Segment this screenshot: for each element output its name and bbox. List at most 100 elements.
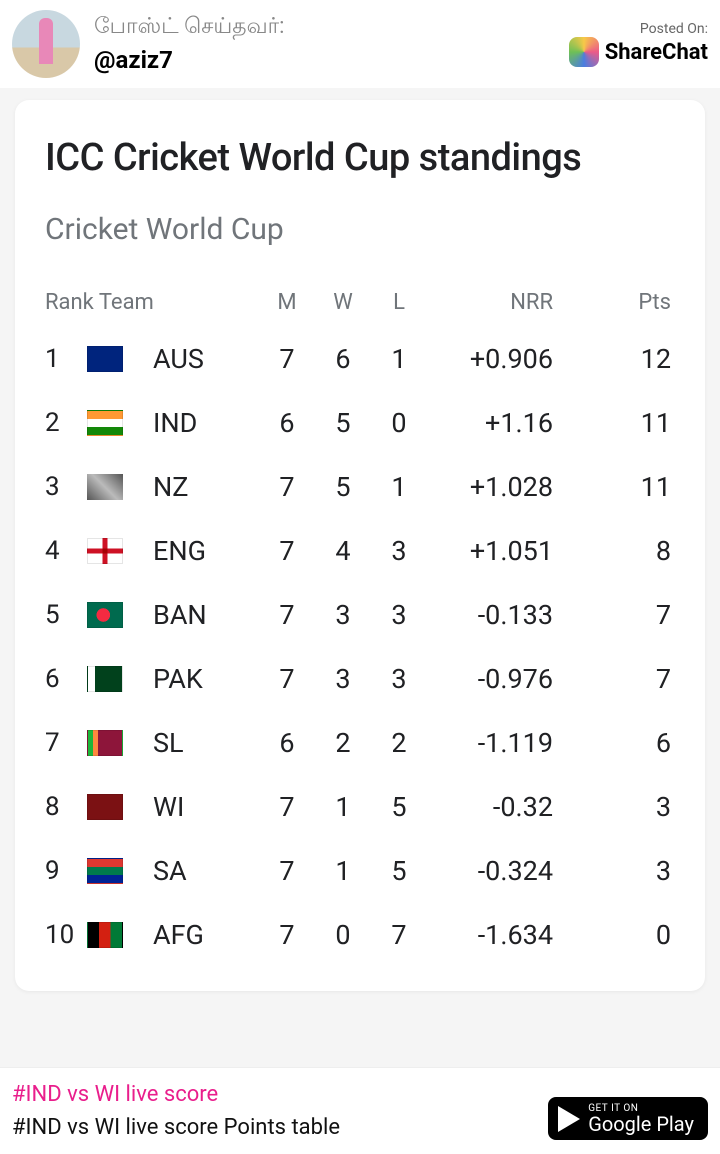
platform-name: ShareChat xyxy=(605,40,708,65)
cell-pts: 12 xyxy=(567,343,675,375)
flag-icon xyxy=(87,666,123,692)
cell-l: 0 xyxy=(371,407,427,439)
cell-l: 1 xyxy=(371,471,427,503)
cell-team: ENG xyxy=(147,535,259,567)
poster-info: போஸ்ட் செய்தவர்: @aziz7 xyxy=(94,14,569,74)
cell-team: NZ xyxy=(147,471,259,503)
cell-m: 7 xyxy=(259,535,315,567)
cell-nrr: -1.634 xyxy=(427,919,567,951)
cell-w: 5 xyxy=(315,471,371,503)
cell-pts: 0 xyxy=(567,919,675,951)
cell-w: 1 xyxy=(315,855,371,887)
cell-flag xyxy=(87,666,147,692)
hashtag-secondary[interactable]: #IND vs WI live score Points table xyxy=(12,1115,548,1140)
table-row[interactable]: 1AUS761+0.90612 xyxy=(45,327,675,391)
standings-card: ICC Cricket World Cup standings Cricket … xyxy=(15,100,705,991)
cell-l: 5 xyxy=(371,855,427,887)
cell-pts: 8 xyxy=(567,535,675,567)
table-row[interactable]: 10AFG707-1.6340 xyxy=(45,903,675,967)
cell-rank: 9 xyxy=(45,856,87,886)
cell-team: SA xyxy=(147,855,259,887)
cell-nrr: +0.906 xyxy=(427,343,567,375)
table-row[interactable]: 2IND650+1.1611 xyxy=(45,391,675,455)
username[interactable]: @aziz7 xyxy=(94,46,569,74)
table-row[interactable]: 9SA715-0.3243 xyxy=(45,839,675,903)
cell-flag xyxy=(87,602,147,628)
flag-icon xyxy=(87,346,123,372)
col-header-rank-team: Rank Team xyxy=(45,290,259,315)
flag-icon xyxy=(87,410,123,436)
cell-team: BAN xyxy=(147,599,259,631)
footer: #IND vs WI live score #IND vs WI live sc… xyxy=(0,1067,720,1154)
cell-pts: 3 xyxy=(567,791,675,823)
col-header-w: W xyxy=(315,290,371,315)
flag-icon xyxy=(87,922,123,948)
cell-pts: 11 xyxy=(567,471,675,503)
cell-w: 3 xyxy=(315,663,371,695)
table-row[interactable]: 7SL622-1.1196 xyxy=(45,711,675,775)
standings-table: Rank Team M W L NRR Pts 1AUS761+0.906122… xyxy=(45,277,675,967)
table-row[interactable]: 4ENG743+1.0518 xyxy=(45,519,675,583)
play-icon xyxy=(558,1106,580,1132)
cell-flag xyxy=(87,410,147,436)
cell-l: 3 xyxy=(371,535,427,567)
cell-rank: 7 xyxy=(45,728,87,758)
col-header-m: M xyxy=(259,290,315,315)
flag-icon xyxy=(87,730,123,756)
avatar[interactable] xyxy=(12,10,80,78)
cell-nrr: +1.16 xyxy=(427,407,567,439)
cell-m: 7 xyxy=(259,343,315,375)
cell-team: WI xyxy=(147,791,259,823)
cell-w: 2 xyxy=(315,727,371,759)
google-play-button[interactable]: GET IT ON Google Play xyxy=(548,1097,708,1140)
cell-flag xyxy=(87,538,147,564)
card-subtitle: Cricket World Cup xyxy=(45,212,675,247)
cell-team: AFG xyxy=(147,919,259,951)
cell-l: 3 xyxy=(371,663,427,695)
col-header-nrr: NRR xyxy=(427,290,567,315)
cell-nrr: -0.32 xyxy=(427,791,567,823)
cell-w: 0 xyxy=(315,919,371,951)
cell-nrr: -0.324 xyxy=(427,855,567,887)
cell-flag xyxy=(87,858,147,884)
cell-m: 7 xyxy=(259,471,315,503)
post-header: போஸ்ட் செய்தவர்: @aziz7 Posted On: Share… xyxy=(0,0,720,88)
cell-flag xyxy=(87,922,147,948)
posted-on-block: Posted On: ShareChat xyxy=(569,21,708,67)
cell-l: 7 xyxy=(371,919,427,951)
cell-rank: 5 xyxy=(45,600,87,630)
cell-nrr: +1.051 xyxy=(427,535,567,567)
cell-nrr: -0.133 xyxy=(427,599,567,631)
cell-m: 7 xyxy=(259,663,315,695)
col-header-pts: Pts xyxy=(567,290,675,315)
cell-m: 7 xyxy=(259,919,315,951)
table-row[interactable]: 5BAN733-0.1337 xyxy=(45,583,675,647)
flag-icon xyxy=(87,474,123,500)
posted-on-label: Posted On: xyxy=(569,21,708,37)
cell-pts: 7 xyxy=(567,663,675,695)
cell-rank: 10 xyxy=(45,920,87,950)
cell-team: SL xyxy=(147,727,259,759)
flag-icon xyxy=(87,602,123,628)
cell-m: 7 xyxy=(259,855,315,887)
cell-nrr: -0.976 xyxy=(427,663,567,695)
table-row[interactable]: 6PAK733-0.9767 xyxy=(45,647,675,711)
table-header-row: Rank Team M W L NRR Pts xyxy=(45,277,675,327)
flag-icon xyxy=(87,794,123,820)
hashtag-primary[interactable]: #IND vs WI live score xyxy=(12,1082,548,1107)
cell-l: 5 xyxy=(371,791,427,823)
cell-team: PAK xyxy=(147,663,259,695)
cell-team: IND xyxy=(147,407,259,439)
cell-w: 3 xyxy=(315,599,371,631)
flag-icon xyxy=(87,858,123,884)
cell-flag xyxy=(87,474,147,500)
cell-l: 2 xyxy=(371,727,427,759)
cell-w: 6 xyxy=(315,343,371,375)
posted-by-label: போஸ்ட் செய்தவர்: xyxy=(94,14,569,42)
cell-rank: 6 xyxy=(45,664,87,694)
cell-team: AUS xyxy=(147,343,259,375)
cell-l: 1 xyxy=(371,343,427,375)
table-row[interactable]: 3NZ751+1.02811 xyxy=(45,455,675,519)
cell-rank: 4 xyxy=(45,536,87,566)
table-row[interactable]: 8WI715-0.323 xyxy=(45,775,675,839)
